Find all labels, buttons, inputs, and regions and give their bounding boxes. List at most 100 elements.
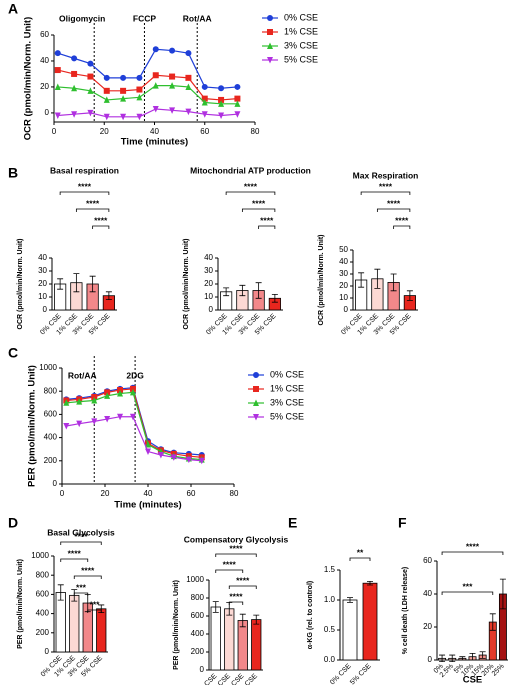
marker <box>152 106 159 113</box>
marker <box>120 95 127 102</box>
bar <box>362 582 378 661</box>
y-tick-label: 800 <box>36 570 50 579</box>
y-tick-label: 20 <box>40 82 49 91</box>
marker <box>234 83 241 90</box>
marker <box>54 83 61 90</box>
y-tick-label: 60 <box>40 30 49 39</box>
marker <box>87 73 94 80</box>
y-tick-label: 0 <box>45 108 50 117</box>
y-tick-label: 200 <box>191 647 205 656</box>
y-tick-label: 0.5 <box>324 625 336 634</box>
marker <box>201 99 208 106</box>
y-tick-label: 0.0 <box>324 655 336 664</box>
marker <box>54 112 61 120</box>
y-tick-label: 50 <box>339 245 348 254</box>
y-tick-label: 10 <box>204 292 213 301</box>
marker <box>87 109 94 117</box>
y-axis-label: α-KG (rel. to control) <box>307 581 314 649</box>
marker <box>117 390 124 397</box>
marker <box>117 413 124 421</box>
marker <box>157 452 164 459</box>
series-line <box>57 85 238 105</box>
error-bar <box>439 654 446 663</box>
y-tick-label: 1000 <box>31 551 49 560</box>
error-bar <box>271 294 278 303</box>
marker <box>76 398 83 405</box>
y-tick-label: 40 <box>339 257 348 266</box>
marker <box>185 74 192 81</box>
significance-label: **** <box>223 559 237 569</box>
marker <box>185 50 192 57</box>
marker <box>201 111 208 118</box>
marker <box>136 93 143 101</box>
marker <box>103 87 110 94</box>
marker <box>152 46 159 53</box>
error-bar <box>469 653 476 661</box>
y-axis-label: OCR (pmol/min/Norm. Unit) <box>23 17 34 141</box>
series-line <box>66 391 202 461</box>
y-tick-label: 800 <box>44 386 58 395</box>
legend-label: 3% CSE <box>270 397 304 407</box>
bar <box>251 619 262 671</box>
error-bar <box>390 273 397 292</box>
marker <box>63 423 70 430</box>
y-tick-label: 600 <box>191 611 205 620</box>
error-bar <box>347 597 353 603</box>
error-bar <box>239 613 246 628</box>
y-axis-label: OCR (pmol/min/Norm. Unit) <box>183 239 190 330</box>
marker <box>218 100 225 107</box>
y-tick-label: 0 <box>209 305 214 314</box>
significance-bracket <box>75 208 110 212</box>
y-tick-label: 0 <box>344 305 349 314</box>
significance-label: *** <box>90 599 101 609</box>
error-bar <box>212 601 219 613</box>
marker <box>218 112 225 120</box>
y-tick-label: 1000 <box>39 363 57 372</box>
y-axis-label: % cell death (LDH release) <box>402 567 409 655</box>
legend-label: 1% CSE <box>270 383 304 393</box>
error-bar <box>358 272 365 288</box>
significance-bracket <box>87 609 102 613</box>
marker <box>103 96 110 103</box>
marker <box>120 74 127 81</box>
significance-label: *** <box>76 582 87 592</box>
error-bar <box>459 656 466 661</box>
marker <box>103 113 110 121</box>
error-bar <box>73 273 80 293</box>
x-tick-label: 40 <box>144 489 153 498</box>
significance-label: **** <box>379 181 393 191</box>
y-tick-label: 600 <box>36 590 50 599</box>
significance-bracket <box>73 592 89 596</box>
significance-label: **** <box>466 541 480 551</box>
y-tick-label: 0 <box>43 305 48 314</box>
series-line <box>57 108 238 118</box>
marker <box>54 67 61 74</box>
x-tick-label: 20 <box>100 127 109 136</box>
event-label: 2DG <box>126 370 144 380</box>
y-axis-label: PER (pmol/min/Norm. Unit) <box>173 580 180 670</box>
significance-bracket <box>441 551 504 555</box>
marker <box>104 416 111 423</box>
marker <box>234 100 241 107</box>
y-tick-label: 0 <box>45 647 50 656</box>
y-tick-label: 30 <box>204 266 213 275</box>
error-bar <box>239 284 246 297</box>
y-tick-label: 1.0 <box>324 595 336 604</box>
chart-title: Basal respiration <box>50 165 119 175</box>
marker <box>170 454 177 461</box>
y-tick-label: 30 <box>38 266 47 275</box>
significance-bracket <box>215 553 257 557</box>
series-line <box>57 69 238 101</box>
significance-label: **** <box>81 565 95 575</box>
marker <box>91 418 98 425</box>
marker <box>104 392 111 399</box>
x-axis-label: Time (minutes) <box>114 500 181 511</box>
error-bar <box>489 613 496 631</box>
y-tick-label: 20 <box>204 279 213 288</box>
marker <box>169 82 176 89</box>
panel-letter: B <box>8 165 18 181</box>
marker <box>253 372 259 378</box>
y-tick-label: 60 <box>423 556 432 565</box>
marker <box>201 95 208 102</box>
